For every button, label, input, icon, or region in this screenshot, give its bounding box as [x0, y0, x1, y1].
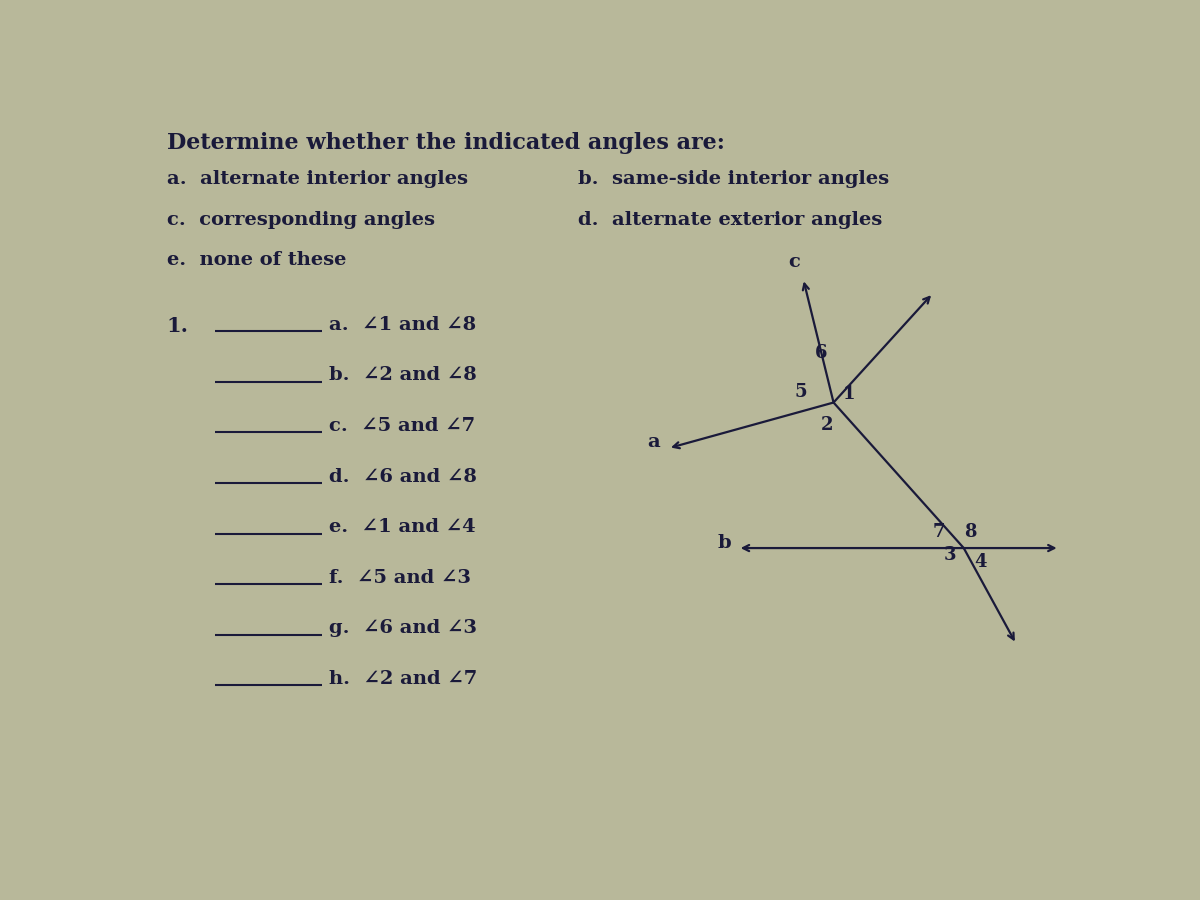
Text: a.  alternate interior angles: a. alternate interior angles	[167, 170, 468, 188]
Text: g.  ∠6 and ∠3: g. ∠6 and ∠3	[330, 619, 478, 637]
Text: c: c	[788, 253, 800, 271]
Text: f.  ∠5 and ∠3: f. ∠5 and ∠3	[330, 569, 472, 587]
Text: b.  ∠2 and ∠8: b. ∠2 and ∠8	[330, 366, 478, 384]
Text: c.  corresponding angles: c. corresponding angles	[167, 211, 434, 229]
Text: h.  ∠2 and ∠7: h. ∠2 and ∠7	[330, 670, 478, 688]
Text: d.  ∠6 and ∠8: d. ∠6 and ∠8	[330, 468, 478, 486]
Text: 3: 3	[943, 546, 956, 564]
Text: 8: 8	[964, 523, 977, 541]
Text: 5: 5	[794, 383, 808, 401]
Text: 2: 2	[821, 416, 833, 434]
Text: 6: 6	[815, 344, 828, 362]
Text: a: a	[647, 433, 660, 451]
Text: e.  none of these: e. none of these	[167, 251, 346, 269]
Text: Determine whether the indicated angles are:: Determine whether the indicated angles a…	[167, 132, 725, 154]
Text: 4: 4	[974, 553, 986, 571]
Text: 7: 7	[932, 523, 944, 541]
Text: 1: 1	[844, 384, 856, 402]
Text: b.  same-side interior angles: b. same-side interior angles	[578, 170, 889, 188]
Text: d.  alternate exterior angles: d. alternate exterior angles	[578, 211, 882, 229]
Text: c.  ∠5 and ∠7: c. ∠5 and ∠7	[330, 417, 475, 435]
Text: e.  ∠1 and ∠4: e. ∠1 and ∠4	[330, 518, 476, 536]
Text: b: b	[718, 534, 731, 552]
Text: a.  ∠1 and ∠8: a. ∠1 and ∠8	[330, 316, 476, 334]
Text: 1.: 1.	[167, 316, 188, 336]
